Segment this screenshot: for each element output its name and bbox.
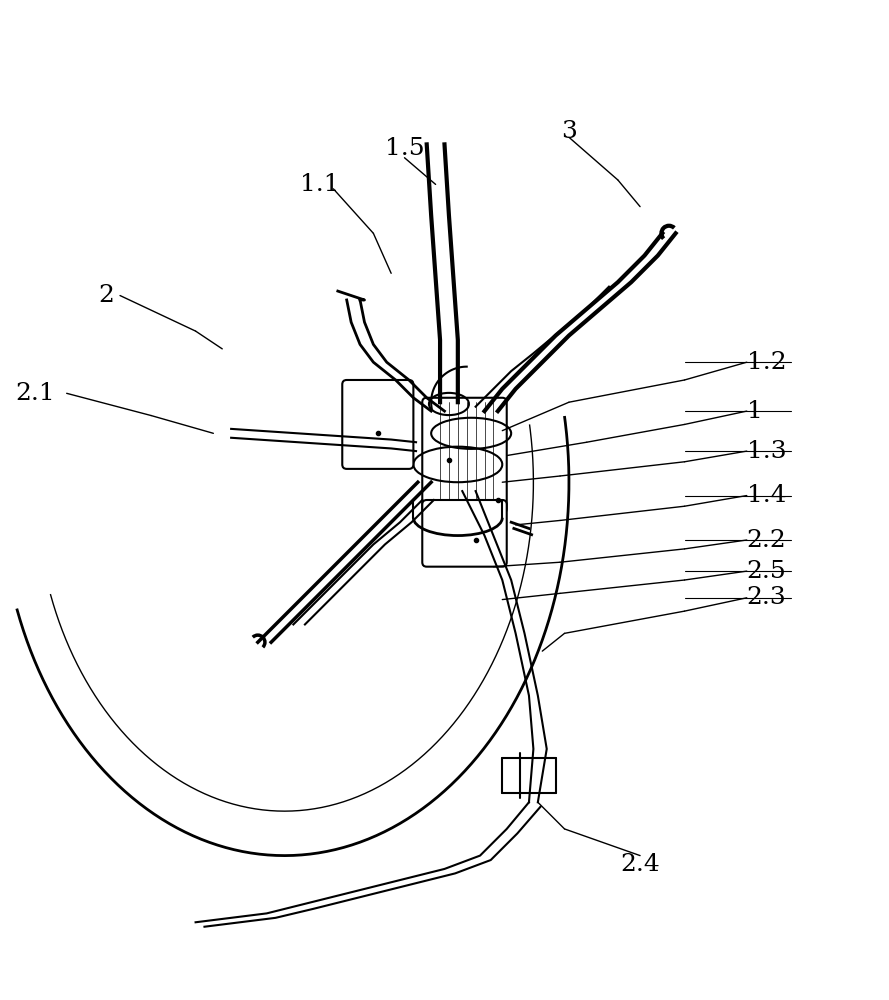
FancyBboxPatch shape xyxy=(422,500,507,567)
Text: 1.3: 1.3 xyxy=(747,440,787,463)
Text: 2.4: 2.4 xyxy=(621,853,660,876)
Text: 2.2: 2.2 xyxy=(747,529,787,552)
FancyBboxPatch shape xyxy=(422,398,507,513)
Text: 1.2: 1.2 xyxy=(747,351,787,374)
Text: 2: 2 xyxy=(99,284,115,307)
Text: 2.3: 2.3 xyxy=(747,586,787,609)
Text: 2.1: 2.1 xyxy=(16,382,55,405)
Text: 1.4: 1.4 xyxy=(747,484,787,507)
Text: 1.1: 1.1 xyxy=(300,173,340,196)
Text: 2.5: 2.5 xyxy=(747,560,787,583)
Text: 1.5: 1.5 xyxy=(385,137,424,160)
Text: 3: 3 xyxy=(561,120,577,143)
FancyBboxPatch shape xyxy=(342,380,413,469)
Text: 1: 1 xyxy=(747,400,763,423)
